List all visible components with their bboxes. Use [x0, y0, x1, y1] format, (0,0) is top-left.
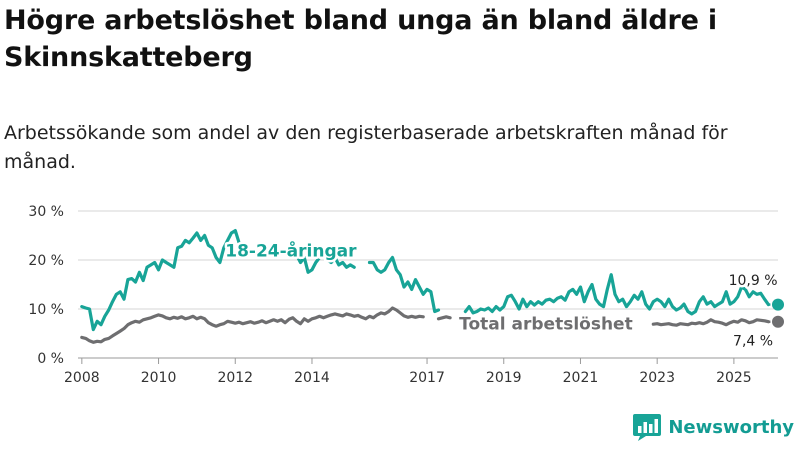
brand-name: Newsworthy: [668, 416, 794, 438]
chart-title: Högre arbetslöshet bland unga än bland ä…: [4, 5, 717, 73]
total-series-label: Total arbetslöshet: [459, 315, 633, 335]
youth-end-value-label: 10,9 %: [729, 273, 778, 289]
x-tick-label: 2019: [486, 370, 522, 386]
x-tick-label: 2008: [64, 370, 100, 386]
x-tick-label: 2012: [217, 370, 253, 386]
newsworthy-logo-icon: [633, 414, 662, 441]
y-tick-label: 20 %: [28, 253, 64, 269]
series-layer: [80, 229, 784, 344]
line-chart: 0 % 10 % 20 % 30 % 2008 2010 2012 2014 2017 2019 2…: [28, 204, 784, 386]
youth-series-line: [80, 229, 770, 332]
total-series-line: [80, 306, 770, 344]
y-tick-label: 10 %: [28, 302, 64, 318]
x-tick-label: 2017: [409, 370, 445, 386]
total-end-marker: [772, 315, 784, 328]
total-end-value-label: 7,4 %: [733, 333, 773, 349]
chart-subtitle: Arbetssökande som andel av den registerb…: [4, 122, 728, 173]
youth-end-marker: [772, 298, 784, 311]
x-tick-label: 2023: [639, 370, 675, 386]
x-tick-label: 2010: [141, 370, 177, 386]
y-tick-label: 30 %: [28, 204, 64, 220]
label-layer: 18-24-åringar Total arbetslöshet 10,9 % 7,4…: [223, 237, 780, 352]
x-tick-label: 2014: [294, 370, 330, 386]
y-tick-label: 0 %: [37, 351, 64, 367]
youth-series-label: 18-24-åringar: [225, 240, 357, 262]
x-tick-label: 2021: [563, 370, 599, 386]
x-tick-label: 2025: [716, 370, 752, 386]
brand-logo[interactable]: Newsworthy: [632, 412, 794, 442]
grid-layer: 0 % 10 % 20 % 30 % 2008 2010 2012 2014 2017 2019 2…: [28, 204, 778, 386]
